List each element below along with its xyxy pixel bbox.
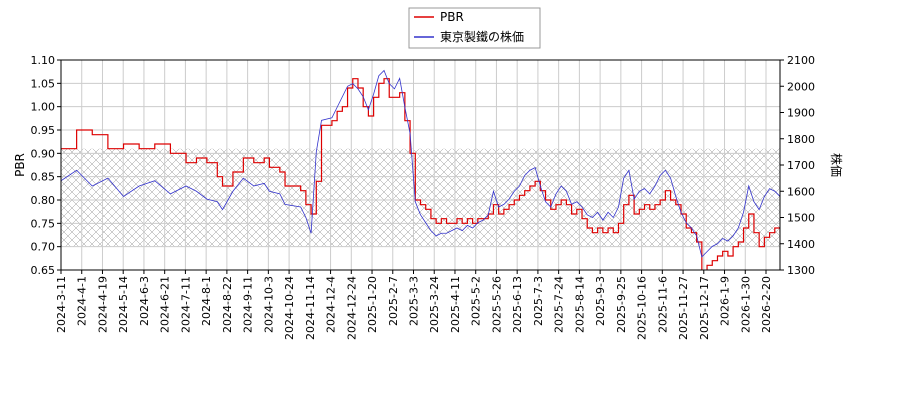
x-tick-label: 2024-10-3 xyxy=(262,276,275,333)
x-tick-label: 2024-8-1 xyxy=(200,276,213,326)
legend-box xyxy=(408,7,541,49)
right-tick-label: 1700 xyxy=(787,159,815,172)
right-tick-label: 1300 xyxy=(787,264,815,277)
left-tick-label: 1.10 xyxy=(31,54,56,67)
x-tick-label: 2024-8-22 xyxy=(221,276,234,333)
left-tick-label: 0.80 xyxy=(31,194,56,207)
left-tick-label: 0.75 xyxy=(31,217,56,230)
series-lines xyxy=(61,69,780,270)
x-tick-label: 2025-3-3 xyxy=(408,276,421,326)
x-axis-ticks: 2024-3-11 2024-4-1 2024-4-19 2024-5-14 2024-… xyxy=(55,270,773,340)
x-tick-label: 2024-11-14 xyxy=(304,276,317,340)
x-tick-label: 2026-2-20 xyxy=(760,276,773,333)
price-line xyxy=(61,69,780,258)
right-tick-label: 1800 xyxy=(787,133,815,146)
x-tick-label: 2025-6-13 xyxy=(511,276,524,333)
left-tick-label: 0.95 xyxy=(31,124,56,137)
x-tick-label: 2024-10-24 xyxy=(283,276,296,340)
x-tick-label: 2024-7-11 xyxy=(179,276,192,333)
left-tick-label: 0.90 xyxy=(31,147,56,160)
x-tick-label: 2024-5-14 xyxy=(117,276,130,333)
x-tick-label: 2025-9-3 xyxy=(594,276,607,326)
x-tick-label: 2025-11-6 xyxy=(656,276,669,333)
x-tick-label: 2025-5-26 xyxy=(490,276,503,333)
right-axis-ticks: 1300 1400 1500 1600 1700 1800 1900 2000 2100 xyxy=(780,54,815,277)
left-tick-label: 0.85 xyxy=(31,171,56,184)
left-tick-label: 0.65 xyxy=(31,264,56,277)
x-tick-label: 2025-4-11 xyxy=(449,276,462,333)
band-hatch xyxy=(61,148,780,247)
right-tick-label: 1400 xyxy=(787,238,815,251)
pbr-line xyxy=(61,78,780,270)
x-tick-label: 2024-3-11 xyxy=(55,276,68,333)
x-tick-label: 2024-12-24 xyxy=(345,276,358,340)
x-tick-label: 2026-1-9 xyxy=(719,276,732,326)
x-tick-label: 2024-4-19 xyxy=(96,276,109,333)
x-tick-label: 2025-9-25 xyxy=(615,276,628,333)
right-tick-label: 2100 xyxy=(787,54,815,67)
left-tick-label: 0.70 xyxy=(31,241,56,254)
right-tick-label: 1500 xyxy=(787,212,815,225)
x-tick-label: 2025-7-24 xyxy=(553,276,566,333)
x-tick-label: 2025-3-24 xyxy=(428,276,441,333)
x-tick-label: 2024-4-1 xyxy=(76,276,89,326)
right-tick-label: 1600 xyxy=(787,185,815,198)
x-tick-label: 2025-12-17 xyxy=(698,276,711,340)
left-tick-label: 1.00 xyxy=(31,101,56,114)
left-tick-label: 1.05 xyxy=(31,77,56,90)
x-tick-label: 2026-1-30 xyxy=(739,276,752,333)
x-tick-label: 2025-2-7 xyxy=(387,276,400,326)
legend-label-price: 東京製鐵の株価 xyxy=(440,29,524,44)
x-tick-label: 2024-6-21 xyxy=(159,276,172,333)
legend-label-pbr: PBR xyxy=(440,10,464,24)
x-tick-label: 2024-6-3 xyxy=(138,276,151,326)
left-axis-ticks: 0.65 0.70 0.75 0.80 0.85 0.90 0.95 1.00 1.05 1.10 xyxy=(31,54,61,277)
x-tick-label: 2025-8-14 xyxy=(573,276,586,333)
x-tick-label: 2025-1-20 xyxy=(366,276,379,333)
x-tick-label: 2024-9-11 xyxy=(242,276,255,333)
x-tick-label: 2025-11-27 xyxy=(677,276,690,340)
shaded-band xyxy=(61,148,780,247)
right-tick-label: 1900 xyxy=(787,107,815,120)
x-tick-label: 2024-12-4 xyxy=(325,276,338,333)
x-tick-label: 2025-7-3 xyxy=(532,276,545,326)
left-axis-label: PBR xyxy=(13,153,27,177)
right-tick-label: 2000 xyxy=(787,80,815,93)
x-tick-label: 2025-5-2 xyxy=(470,276,483,326)
right-axis-label: 株価 xyxy=(829,153,844,177)
x-tick-label: 2025-10-16 xyxy=(636,276,649,340)
legend: PBR 東京製鐵の株価 xyxy=(408,7,541,49)
